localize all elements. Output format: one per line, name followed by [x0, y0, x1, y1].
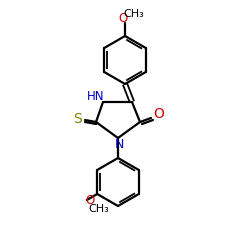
Text: CH₃: CH₃ — [88, 204, 109, 214]
Text: O: O — [118, 12, 128, 24]
Text: N: N — [114, 138, 124, 151]
Text: CH₃: CH₃ — [124, 9, 144, 19]
Text: O: O — [154, 107, 164, 121]
Text: O: O — [85, 194, 94, 207]
Text: HN: HN — [87, 90, 105, 104]
Text: S: S — [74, 112, 82, 126]
